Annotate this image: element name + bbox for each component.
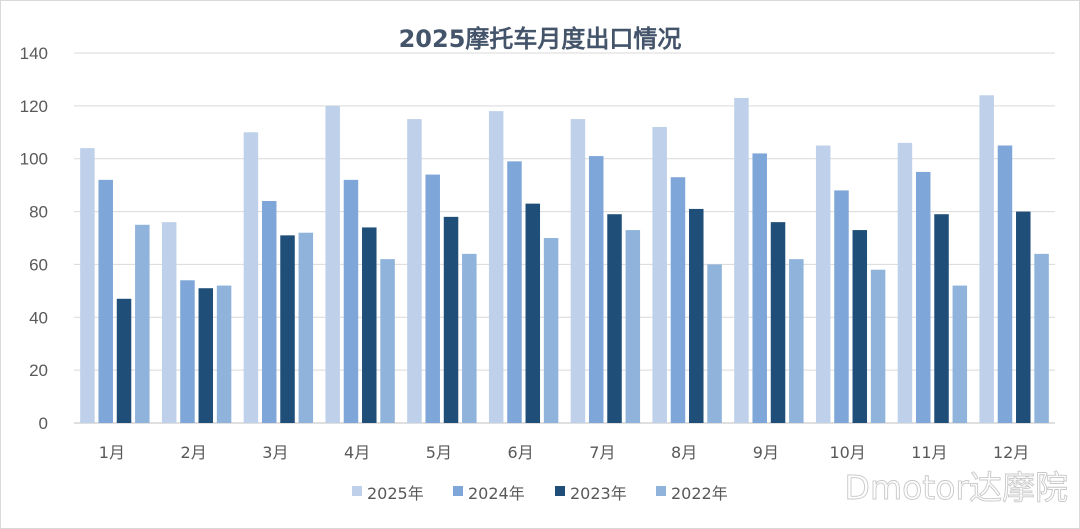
bar [216,285,232,423]
bar [325,105,340,423]
bar [425,174,440,423]
legend-label: 2023年 [570,484,627,503]
x-tick-label: 11月 [911,443,947,462]
x-tick-label: 4月 [344,443,370,462]
bar [298,232,314,423]
bar [915,171,931,423]
legend-swatch [352,486,362,496]
bar [280,235,295,423]
chart-title: 2025摩托车月度出口情况 [399,25,682,53]
bar [80,148,95,423]
bar [734,97,749,423]
bar [707,264,722,423]
bar [979,95,994,424]
bar [652,127,667,423]
legend-label: 2024年 [468,484,525,503]
bar [507,161,522,423]
bar [161,222,177,423]
y-tick-label: 120 [20,97,48,116]
bar [689,208,704,423]
bar [834,190,849,423]
bar [362,227,377,423]
bar [116,298,132,423]
y-tick-label: 0 [39,414,48,433]
y-axis-ticks: 0 20 40 60 80 100 120 140 [20,44,48,433]
bar [198,288,214,423]
x-tick-label: 2月 [181,443,207,462]
bar [789,259,804,423]
bar [997,145,1013,423]
bar [625,230,641,423]
bar [243,132,259,424]
bar [570,119,586,424]
y-tick-label: 60 [29,255,48,274]
bar [443,216,459,423]
bar [1034,253,1049,423]
x-tick-label: 5月 [426,443,452,462]
bar [870,269,886,423]
bar [488,111,504,424]
y-tick-label: 100 [20,150,48,169]
y-tick-label: 80 [29,203,48,222]
bar [135,224,150,423]
bar [607,214,622,423]
legend-swatch [555,486,565,496]
legend-swatch [453,486,463,496]
bar [952,285,968,423]
bar [343,179,359,423]
legend-swatch [656,486,666,496]
bar [852,230,868,423]
x-tick-label: 7月 [589,443,615,462]
y-tick-label: 20 [29,361,48,380]
x-tick-label: 12月 [993,443,1029,462]
legend-label: 2025年 [367,484,424,503]
bar [770,222,786,423]
bar [815,145,831,423]
bars [80,95,1049,424]
x-tick-label: 10月 [829,443,865,462]
y-tick-label: 140 [20,44,48,63]
x-tick-label: 6月 [508,443,534,462]
legend-label: 2022年 [671,484,728,503]
bar [1016,211,1031,423]
x-tick-label: 9月 [753,443,779,462]
watermark: Dmotor达摩院 [845,468,1068,507]
bar [525,203,541,423]
legend: 2025年 2024年 2023年 2022年 [352,484,728,503]
x-tick-label: 8月 [671,443,697,462]
bar [98,179,113,423]
bar [180,280,195,423]
bar [588,156,604,424]
x-tick-label: 1月 [99,443,125,462]
bar [752,153,767,423]
bar [934,214,949,423]
y-tick-label: 40 [29,308,48,327]
x-axis-ticks: 1月 2月 3月 4月 5月 6月 7月 8月 9月 10月 11月 12月 [99,443,1030,462]
bar [670,177,686,423]
bar [543,238,559,423]
x-tick-label: 3月 [262,443,288,462]
bar [261,201,277,423]
gridlines [74,52,1055,424]
bar [380,259,395,423]
bar [407,119,422,424]
bar [462,253,477,423]
bar [897,142,913,423]
